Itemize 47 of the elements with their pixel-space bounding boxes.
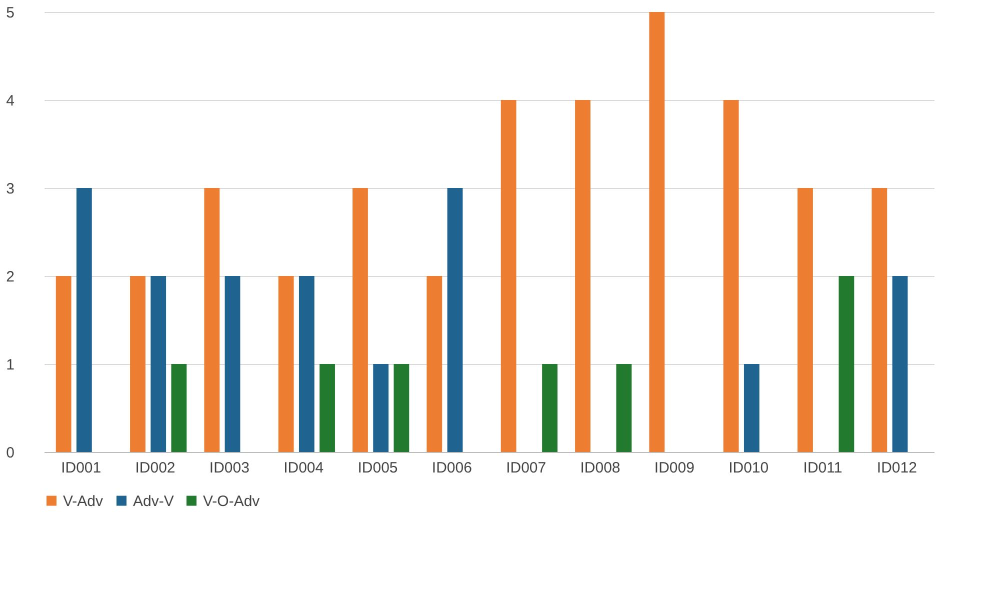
y-tick-label: 3 [6, 180, 14, 198]
x-tick-label: ID006 [432, 460, 472, 476]
bar [298, 276, 314, 452]
bar [892, 276, 908, 452]
bar [130, 276, 146, 452]
bar [76, 188, 92, 452]
bar [204, 188, 220, 452]
legend-label: Adv-V [133, 492, 174, 510]
y-tick-label: 5 [6, 4, 14, 22]
x-tick-label: ID012 [876, 460, 917, 476]
bar [838, 276, 854, 452]
bar [373, 364, 389, 452]
bar [426, 276, 442, 452]
x-tick-label: ID005 [358, 460, 398, 476]
bar [352, 188, 368, 452]
y-tick-label: 4 [6, 92, 14, 110]
bar [649, 12, 665, 452]
bar [872, 188, 888, 452]
x-tick-label: ID010 [728, 460, 769, 476]
y-tick-label: 1 [6, 356, 14, 374]
x-tick-label: ID007 [506, 460, 546, 476]
bar [278, 276, 294, 452]
x-tick-label: ID004 [284, 460, 324, 476]
bar [500, 100, 516, 452]
x-tick-label: ID009 [654, 460, 694, 476]
bar [723, 100, 739, 452]
bar [224, 276, 240, 452]
y-tick-label: 0 [6, 444, 14, 462]
bar [575, 100, 590, 452]
y-tick-label: 2 [6, 268, 14, 286]
legend-label: V-O-Adv [203, 492, 260, 510]
x-tick-label: ID002 [135, 460, 176, 476]
bar [542, 364, 558, 452]
bar [150, 276, 166, 452]
bar [394, 364, 410, 452]
bar [447, 188, 463, 452]
bar [56, 276, 72, 452]
bar [744, 364, 760, 452]
bar [798, 188, 813, 452]
x-tick-label: ID011 [803, 460, 842, 476]
x-tick-label: ID003 [209, 460, 250, 476]
bar [171, 364, 187, 452]
x-tick-label: ID008 [580, 460, 620, 476]
bar [616, 364, 632, 452]
bar [320, 364, 335, 452]
legend-label: V-Adv [63, 492, 104, 510]
x-tick-label: ID001 [61, 460, 102, 476]
